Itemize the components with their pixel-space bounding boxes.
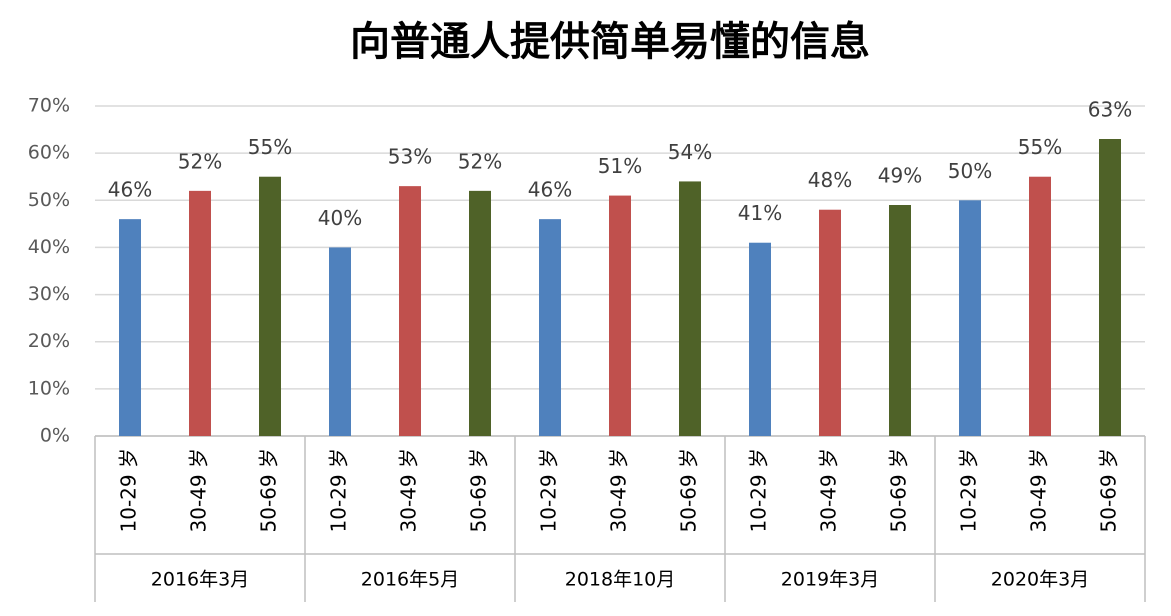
- data-label: 63%: [1088, 98, 1132, 122]
- series-label: 10-29 岁: [537, 448, 561, 532]
- series-label: 10-29 岁: [747, 448, 771, 532]
- bar: [889, 205, 911, 436]
- bar: [539, 219, 561, 436]
- y-tick-label: 60%: [28, 142, 70, 164]
- data-label: 46%: [108, 178, 152, 202]
- y-tick-label: 50%: [28, 189, 70, 211]
- series-label: 10-29 岁: [117, 448, 141, 532]
- bar: [819, 209, 841, 436]
- data-label: 53%: [388, 145, 432, 169]
- data-label: 49%: [878, 164, 922, 188]
- series-label: 50-69 岁: [467, 448, 491, 532]
- x-tick-label: 2020年3月: [991, 569, 1089, 591]
- series-label: 30-49 岁: [397, 448, 421, 532]
- series-label: 30-49 岁: [607, 448, 631, 532]
- data-label: 48%: [808, 168, 852, 192]
- series-label: 50-69 岁: [257, 448, 281, 532]
- bar: [469, 190, 491, 436]
- chart-title: 向普通人提供简单易懂的信息: [350, 19, 870, 65]
- series-label: 10-29 岁: [327, 448, 351, 532]
- y-tick-label: 40%: [28, 236, 70, 258]
- bar: [329, 247, 351, 436]
- data-label: 46%: [528, 178, 572, 202]
- series-label: 50-69 岁: [1097, 448, 1121, 532]
- bar: [1099, 139, 1121, 436]
- series-label: 30-49 岁: [187, 448, 211, 532]
- y-tick-label: 0%: [40, 425, 70, 447]
- bar: [189, 190, 211, 436]
- x-tick-label: 2016年5月: [361, 569, 459, 591]
- series-label: 30-49 岁: [1027, 448, 1051, 532]
- x-tick-label: 2019年3月: [781, 569, 879, 591]
- x-tick-label: 2018年10月: [565, 569, 676, 591]
- data-label: 55%: [248, 135, 292, 159]
- bar: [959, 200, 981, 436]
- y-tick-label: 30%: [28, 283, 70, 305]
- data-label: 41%: [738, 201, 782, 225]
- data-label: 52%: [178, 149, 222, 173]
- data-label: 40%: [318, 206, 362, 230]
- series-label: 30-49 岁: [817, 448, 841, 532]
- data-label: 50%: [948, 159, 992, 183]
- data-label: 51%: [598, 154, 642, 178]
- bar: [609, 195, 631, 436]
- y-tick-label: 20%: [28, 330, 70, 352]
- y-tick-label: 70%: [28, 95, 70, 117]
- data-label: 54%: [668, 140, 712, 164]
- data-label: 55%: [1018, 135, 1062, 159]
- bar: [679, 181, 701, 436]
- series-label: 50-69 岁: [677, 448, 701, 532]
- y-tick-label: 10%: [28, 377, 70, 399]
- bar: [399, 186, 421, 436]
- bar: [259, 176, 281, 436]
- series-label: 10-29 岁: [957, 448, 981, 532]
- series-label: 50-69 岁: [887, 448, 911, 532]
- bar: [1029, 176, 1051, 436]
- data-label: 52%: [458, 149, 502, 173]
- bar: [119, 219, 141, 436]
- bar: [749, 242, 771, 436]
- x-tick-label: 2016年3月: [151, 569, 249, 591]
